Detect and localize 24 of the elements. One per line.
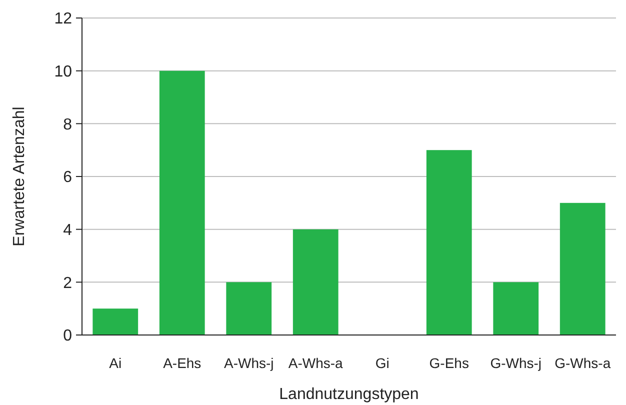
y-tick-label: 6: [63, 169, 72, 186]
x-tick-label: A-Whs-j: [224, 355, 274, 371]
y-tick-label: 12: [54, 10, 72, 28]
y-tick-label: 2: [63, 274, 72, 292]
bar: [226, 282, 272, 335]
bar: [493, 282, 539, 335]
bar: [426, 150, 472, 335]
bar: [292, 229, 338, 335]
x-tick-label: G-Whs-a: [554, 355, 611, 371]
x-tick-label: G-Ehs: [429, 355, 469, 371]
x-tick-label: Ai: [109, 355, 122, 371]
y-tick-label: 0: [63, 328, 72, 345]
y-axis-title: Erwartete Artenzahl: [11, 106, 28, 246]
bar: [92, 308, 138, 335]
x-tick-label: G-Whs-j: [490, 355, 542, 371]
y-tick-label: 10: [54, 63, 72, 80]
bar: [560, 202, 606, 335]
x-tick-label: A-Ehs: [163, 355, 202, 371]
x-tick-label: A-Whs-a: [288, 355, 344, 371]
bar: [159, 70, 205, 335]
y-tick-label: 4: [63, 222, 72, 239]
x-tick-label: Gi: [375, 355, 390, 371]
y-tick-label: 8: [63, 116, 72, 134]
x-axis-title: Landnutzungstypen: [279, 386, 419, 403]
